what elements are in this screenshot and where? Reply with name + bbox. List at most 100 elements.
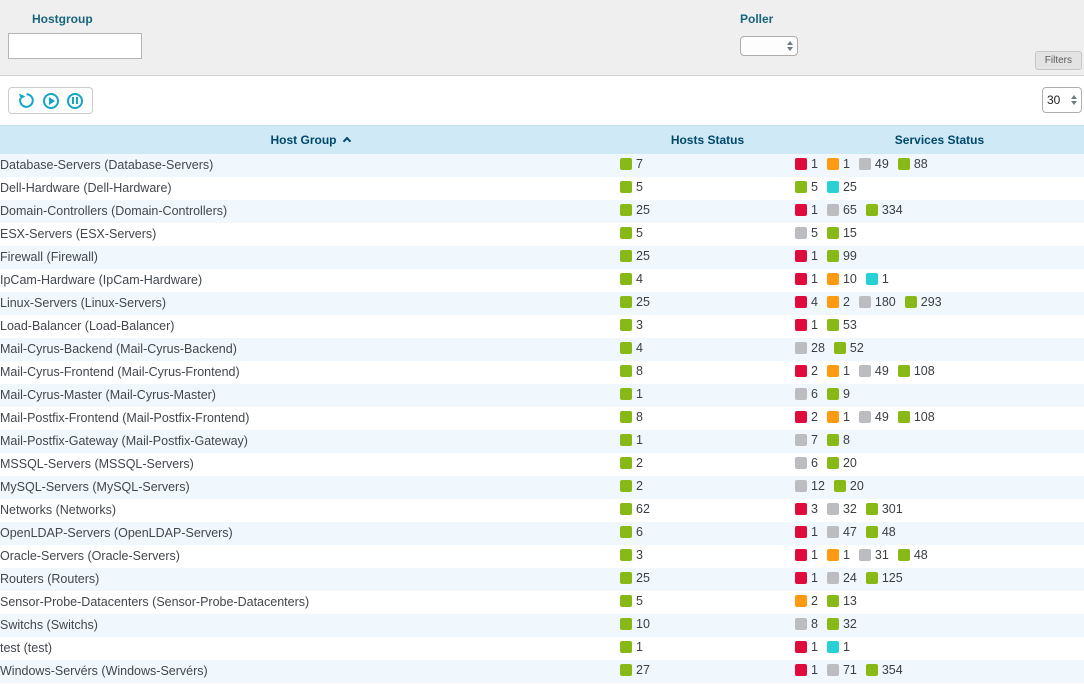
hostgroup-link[interactable]: MSSQL-Servers (MSSQL-Servers) <box>0 457 194 471</box>
status-chip-green[interactable]: 52 <box>833 341 864 355</box>
status-chip-gray[interactable]: 71 <box>826 663 857 677</box>
status-chip-gray[interactable]: 47 <box>826 525 857 539</box>
status-chip-orange[interactable]: 1 <box>826 364 850 378</box>
status-chip-red[interactable]: 2 <box>795 410 818 424</box>
status-chip-green[interactable]: 108 <box>897 410 935 424</box>
hostgroup-link[interactable]: test (test) <box>0 641 53 655</box>
hostgroup-input[interactable] <box>8 33 142 59</box>
status-chip-red[interactable]: 1 <box>795 571 818 585</box>
status-chip-gray[interactable]: 8 <box>795 617 818 631</box>
hostgroup-link[interactable]: Routers (Routers) <box>0 572 100 586</box>
status-chip-orange[interactable]: 1 <box>826 410 850 424</box>
status-chip-gray[interactable]: 31 <box>858 548 889 562</box>
status-chip-gray[interactable]: 32 <box>826 502 857 516</box>
status-chip-green[interactable]: 1 <box>620 433 643 447</box>
status-chip-orange[interactable]: 1 <box>826 157 850 171</box>
status-chip-gray[interactable]: 7 <box>795 433 818 447</box>
status-chip-gray[interactable]: 28 <box>795 341 825 355</box>
status-chip-green[interactable]: 3 <box>620 548 643 562</box>
status-chip-gray[interactable]: 49 <box>858 410 889 424</box>
status-chip-green[interactable]: 1 <box>620 640 643 654</box>
hostgroup-link[interactable]: Mail-Cyrus-Frontend (Mail-Cyrus-Frontend… <box>0 365 240 379</box>
column-header-services-status[interactable]: Services Status <box>795 125 1084 154</box>
hostgroup-link[interactable]: Mail-Cyrus-Master (Mail-Cyrus-Master) <box>0 388 216 402</box>
status-chip-green[interactable]: 301 <box>865 502 903 516</box>
status-chip-green[interactable]: 99 <box>826 249 857 263</box>
hostgroup-link[interactable]: Windows-Servérs (Windows-Servérs) <box>0 664 208 678</box>
status-chip-green[interactable]: 5 <box>620 594 643 608</box>
hostgroup-link[interactable]: IpCam-Hardware (IpCam-Hardware) <box>0 273 203 287</box>
status-chip-cyan[interactable]: 1 <box>865 272 889 286</box>
status-chip-gray[interactable]: 49 <box>858 364 889 378</box>
status-chip-green[interactable]: 1 <box>620 387 643 401</box>
hostgroup-link[interactable]: Firewall (Firewall) <box>0 250 98 264</box>
status-chip-green[interactable]: 25 <box>620 295 650 309</box>
status-chip-green[interactable]: 2 <box>620 479 643 493</box>
hostgroup-link[interactable]: Linux-Servers (Linux-Servers) <box>0 296 167 310</box>
status-chip-red[interactable]: 3 <box>795 502 818 516</box>
refresh-button[interactable] <box>18 92 35 109</box>
status-chip-green[interactable]: 20 <box>826 456 857 470</box>
status-chip-green[interactable]: 27 <box>620 663 650 677</box>
status-chip-green[interactable]: 20 <box>833 479 864 493</box>
hostgroup-link[interactable]: Load-Balancer (Load-Balancer) <box>0 319 175 333</box>
status-chip-green[interactable]: 25 <box>620 203 650 217</box>
hostgroup-link[interactable]: ESX-Servers (ESX-Servers) <box>0 227 157 241</box>
status-chip-red[interactable]: 1 <box>795 548 818 562</box>
hostgroup-link[interactable]: Switchs (Switchs) <box>0 618 98 632</box>
hostgroup-link[interactable]: MySQL-Servers (MySQL-Servers) <box>0 480 190 494</box>
status-chip-green[interactable]: 8 <box>620 364 643 378</box>
column-header-hosts-status[interactable]: Hosts Status <box>620 125 795 154</box>
status-chip-orange[interactable]: 10 <box>826 272 857 286</box>
status-chip-gray[interactable]: 65 <box>826 203 857 217</box>
status-chip-green[interactable]: 5 <box>795 180 818 194</box>
status-chip-gray[interactable]: 24 <box>826 571 857 585</box>
status-chip-green[interactable]: 8 <box>826 433 850 447</box>
status-chip-orange[interactable]: 1 <box>826 548 850 562</box>
status-chip-green[interactable]: 53 <box>826 318 857 332</box>
status-chip-cyan[interactable]: 25 <box>826 180 857 194</box>
filters-button[interactable]: Filters <box>1034 51 1082 70</box>
status-chip-green[interactable]: 25 <box>620 571 650 585</box>
status-chip-green[interactable]: 108 <box>897 364 935 378</box>
hostgroup-link[interactable]: Database-Servers (Database-Servers) <box>0 158 214 172</box>
status-chip-green[interactable]: 7 <box>620 157 643 171</box>
hostgroup-link[interactable]: Networks (Networks) <box>0 503 116 517</box>
status-chip-green[interactable]: 125 <box>865 571 903 585</box>
hostgroup-link[interactable]: Mail-Postfix-Gateway (Mail-Postfix-Gatew… <box>0 434 248 448</box>
status-chip-green[interactable]: 88 <box>897 157 928 171</box>
status-chip-green[interactable]: 15 <box>826 226 857 240</box>
status-chip-gray[interactable]: 6 <box>795 387 818 401</box>
status-chip-green[interactable]: 5 <box>620 180 643 194</box>
status-chip-green[interactable]: 10 <box>620 617 650 631</box>
status-chip-gray[interactable]: 12 <box>795 479 825 493</box>
status-chip-green[interactable]: 6 <box>620 525 643 539</box>
page-size-select[interactable]: 30 <box>1042 87 1082 113</box>
status-chip-red[interactable]: 1 <box>795 272 818 286</box>
status-chip-orange[interactable]: 2 <box>795 594 818 608</box>
status-chip-red[interactable]: 4 <box>795 295 818 309</box>
hostgroup-link[interactable]: Mail-Cyrus-Backend (Mail-Cyrus-Backend) <box>0 342 237 356</box>
hostgroup-link[interactable]: Sensor-Probe-Datacenters (Sensor-Probe-D… <box>0 595 310 609</box>
status-chip-red[interactable]: 2 <box>795 364 818 378</box>
status-chip-green[interactable]: 25 <box>620 249 650 263</box>
status-chip-green[interactable]: 5 <box>620 226 643 240</box>
hostgroup-link[interactable]: Mail-Postfix-Frontend (Mail-Postfix-Fron… <box>0 411 250 425</box>
status-chip-green[interactable]: 48 <box>897 548 928 562</box>
column-header-host-group[interactable]: Host Group <box>0 125 620 154</box>
status-chip-red[interactable]: 1 <box>795 640 818 654</box>
status-chip-red[interactable]: 1 <box>795 663 818 677</box>
status-chip-gray[interactable]: 6 <box>795 456 818 470</box>
status-chip-green[interactable]: 293 <box>904 295 942 309</box>
status-chip-gray[interactable]: 49 <box>858 157 889 171</box>
hostgroup-link[interactable]: Dell-Hardware (Dell-Hardware) <box>0 181 172 195</box>
status-chip-red[interactable]: 1 <box>795 249 818 263</box>
status-chip-green[interactable]: 32 <box>826 617 857 631</box>
status-chip-green[interactable]: 62 <box>620 502 650 516</box>
pause-button[interactable] <box>67 92 83 109</box>
status-chip-green[interactable]: 354 <box>865 663 903 677</box>
hostgroup-link[interactable]: OpenLDAP-Servers (OpenLDAP-Servers) <box>0 526 233 540</box>
status-chip-green[interactable]: 4 <box>620 272 643 286</box>
status-chip-green[interactable]: 9 <box>826 387 850 401</box>
status-chip-red[interactable]: 1 <box>795 203 818 217</box>
